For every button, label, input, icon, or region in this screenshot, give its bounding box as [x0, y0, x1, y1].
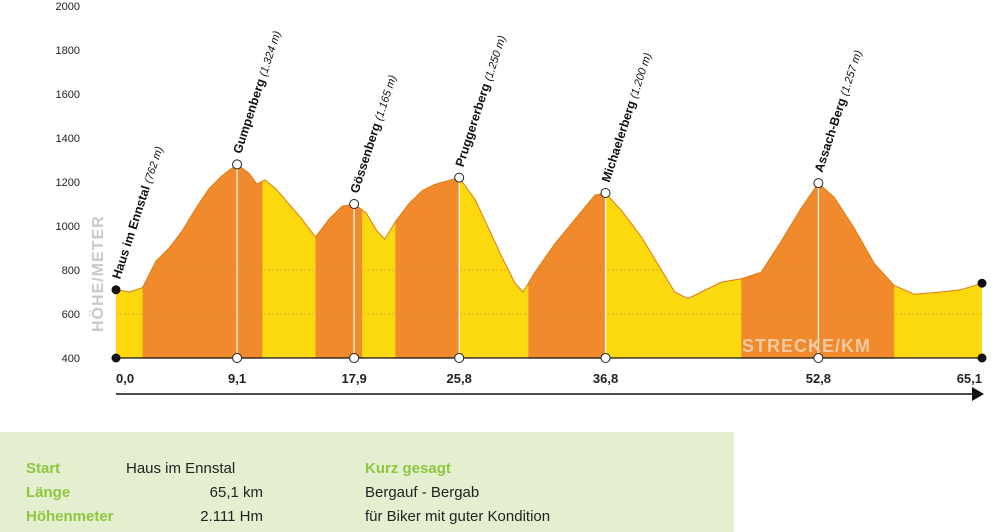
- peak-label: Gumpenberg (1.324 m): [231, 29, 284, 156]
- x-axis-ticks: 0,0 9,1 17,9 25,8 36,8 52,8 65,1: [111, 353, 987, 386]
- downhill-segment: [362, 164, 396, 358]
- y-tick-label: 1000: [56, 221, 80, 233]
- peak-marker: [454, 172, 465, 183]
- peak-marker: [349, 199, 360, 209]
- peak-height: (1.324 m): [258, 29, 284, 78]
- peak-name: Haus im Ennstal: [110, 181, 154, 281]
- length-label: Länge: [26, 484, 71, 501]
- y-tick-label: 1200: [56, 177, 80, 189]
- peak-name: Gumpenberg: [231, 74, 269, 156]
- y-axis-ticks: 400 600 800 1000 1200 1400 1600 1800 2000: [56, 1, 80, 365]
- y-tick-label: 1400: [56, 133, 80, 145]
- summary-line-2: für Biker mit guter Kondition: [365, 508, 551, 525]
- uphill-segment: [142, 164, 263, 358]
- peak-name: Pruggererberg: [453, 78, 494, 168]
- y-tick-label: 2000: [56, 1, 80, 13]
- route-info-panel: Start Haus im Ennstal Länge 65,1 km Höhe…: [0, 432, 734, 532]
- x-tick-label: 36,8: [593, 371, 618, 386]
- peak-height: (1.165 m): [373, 73, 399, 122]
- peak-marker: [232, 159, 243, 170]
- peak-height: (1.250 m): [483, 34, 509, 83]
- x-tick-marker: [232, 353, 243, 363]
- profile-outline: [115, 163, 983, 300]
- peak-name: Michaelerberg: [599, 96, 640, 184]
- peak-name: Gössenberg: [348, 118, 385, 195]
- y-axis-title: HÖHE/METER: [88, 215, 107, 332]
- peak-label: Assach-Berg (1.257 m): [812, 48, 865, 174]
- y-tick-label: 400: [62, 353, 80, 365]
- downhill-segment: [116, 164, 144, 358]
- x-tick-marker: [600, 353, 611, 363]
- downhill-segment: [894, 164, 982, 358]
- peak-height: (762 m): [143, 145, 166, 185]
- y-tick-label: 1600: [56, 89, 80, 101]
- x-tick-label: 0,0: [116, 371, 134, 386]
- peak-label: Gössenberg (1.165 m): [348, 73, 400, 195]
- peak-name: Assach-Berg: [812, 93, 850, 174]
- direction-arrow: [116, 387, 984, 401]
- peak-label: Pruggererberg (1.250 m): [453, 33, 509, 168]
- x-tick-marker: [813, 353, 824, 363]
- x-tick-marker: [349, 353, 360, 363]
- x-tick-label: 17,9: [341, 371, 366, 386]
- x-axis-title: STRECKE/KM: [742, 336, 871, 356]
- x-tick-marker: [977, 353, 987, 363]
- start-label: Start: [26, 460, 61, 477]
- overlay-gridlines: [116, 269, 982, 315]
- summary-label: Kurz gesagt: [365, 460, 451, 477]
- downhill-segment: [605, 164, 742, 358]
- peak-height: (1.200 m): [628, 51, 654, 100]
- elevation-profile-chart: 400 600 800 1000 1200 1400 1600 1800 2000 Haus i…: [56, 1, 987, 401]
- length-value: 65,1 km: [209, 484, 263, 501]
- x-tick-label: 65,1: [957, 371, 982, 386]
- peak-marker: [600, 188, 611, 198]
- summary-line-1: Bergauf - Bergab: [365, 484, 480, 501]
- peak-marker: [813, 178, 824, 189]
- elevation-gain-value: 2.111 Hm: [200, 508, 263, 525]
- peak-height: (1.257 m): [839, 49, 865, 98]
- start-value: Haus im Ennstal: [126, 460, 236, 477]
- x-tick-label: 52,8: [806, 371, 831, 386]
- uphill-segment: [395, 164, 460, 358]
- x-tick-marker: [454, 353, 465, 363]
- peak-label: Michaelerberg (1.200 m): [599, 51, 654, 184]
- uphill-segment: [528, 164, 607, 358]
- end-marker: [977, 278, 987, 288]
- y-tick-label: 1800: [56, 45, 80, 57]
- start-marker: [111, 285, 121, 295]
- elevation-gain-label: Höhenmeter: [26, 508, 114, 525]
- y-tick-label: 600: [62, 309, 80, 321]
- x-tick-label: 25,8: [447, 371, 472, 386]
- x-tick-label: 9,1: [228, 371, 246, 386]
- y-tick-label: 800: [62, 265, 80, 277]
- x-tick-marker: [111, 353, 121, 363]
